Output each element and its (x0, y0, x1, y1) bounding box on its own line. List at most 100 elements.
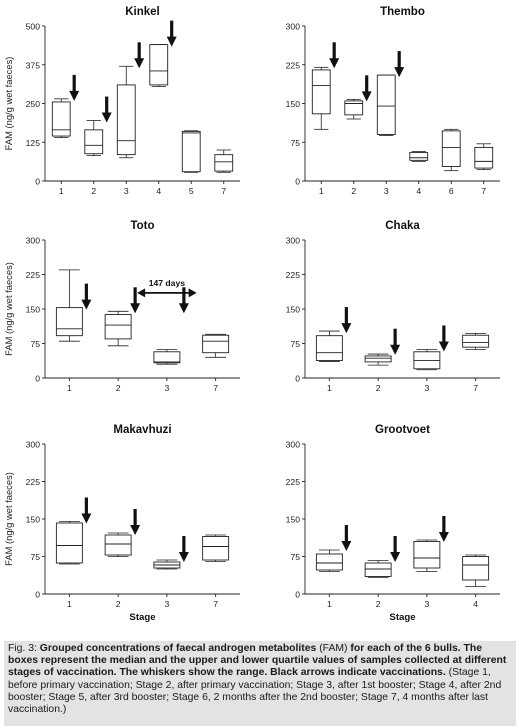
vaccination-arrow (390, 328, 401, 355)
chart-panel: Makavhuzi 0 75 150 225 300 FAM (ng/g wet faece… (3, 424, 240, 623)
interval-label: 147 days (149, 278, 186, 288)
y-tick-label: 0 (295, 177, 300, 187)
box-iqr (104, 314, 132, 340)
chart-title: Toto (130, 220, 154, 232)
x-tick-label: 5 (189, 186, 194, 196)
arrow-head (81, 513, 92, 524)
y-tick-label: 75 (290, 138, 300, 148)
y-tick-label: 150 (286, 515, 301, 525)
box-plot (153, 349, 181, 365)
box-iqr (315, 335, 343, 361)
x-tick-label: 7 (213, 383, 218, 393)
x-tick-label: 7 (213, 599, 218, 609)
box-iqr (84, 129, 104, 155)
y-tick-label: 75 (30, 339, 40, 349)
arrow-head (69, 90, 80, 101)
caption-abbrev: (FAM) (319, 643, 351, 654)
interval-annotation: 147 days (137, 278, 197, 298)
box-plot (474, 143, 494, 171)
box-plot (104, 532, 132, 557)
y-tick-label: 0 (35, 177, 40, 187)
box-plot (315, 549, 343, 572)
arrow-head (390, 552, 401, 562)
vaccination-arrow (390, 536, 401, 562)
x-tick-label: 2 (376, 599, 381, 609)
x-tick-label: 1 (67, 383, 72, 393)
x-tick-label: 2 (116, 383, 121, 393)
y-tick-label: 500 (26, 22, 41, 32)
box-plot (51, 98, 71, 139)
chart-panel: Chaka 0 75 150 225 300 1 2 3 7 (286, 220, 500, 393)
y-tick-label: 0 (35, 374, 40, 384)
box-plot (84, 120, 104, 156)
y-tick-label: 225 (26, 477, 41, 487)
box-plot (55, 521, 83, 565)
box-plot (202, 534, 230, 562)
y-tick-label: 225 (26, 270, 41, 280)
box-iqr (55, 307, 83, 337)
box-iqr (149, 44, 169, 86)
vaccination-arrow (394, 51, 405, 78)
x-tick-label: 1 (327, 383, 332, 393)
y-tick-label: 0 (35, 590, 40, 600)
x-tick-label: 3 (164, 599, 169, 609)
vaccination-arrow (341, 525, 352, 551)
y-tick-label: 0 (295, 374, 300, 384)
arrow-head (438, 341, 449, 352)
y-tick-label: 0 (295, 590, 300, 600)
chart-panel: Grootvoet 0 75 150 225 300 1 2 3 4 Stage (286, 424, 500, 623)
box-iqr (462, 556, 490, 581)
x-tick-label: 4 (473, 599, 478, 609)
box-iqr (364, 355, 392, 363)
y-tick-label: 125 (26, 138, 41, 148)
chart-title: Thembo (380, 6, 425, 18)
x-tick-label: 3 (124, 186, 129, 196)
y-tick-label: 300 (286, 440, 301, 450)
y-axis-label: FAM (ng/g wet faeces) (3, 57, 14, 151)
arrow-head (361, 91, 372, 102)
caption-lead: Fig. 3: (8, 643, 40, 654)
y-tick-label: 225 (286, 270, 301, 280)
box-plot (104, 310, 132, 347)
vaccination-arrow (81, 497, 92, 524)
y-tick-label: 300 (286, 22, 301, 32)
vaccination-arrow (438, 516, 449, 542)
chart-title: Grootvoet (375, 424, 430, 436)
box-plot (116, 65, 136, 159)
box-plot (55, 269, 83, 342)
chart-title: Chaka (385, 220, 420, 232)
chart-title: Makavhuzi (113, 424, 171, 436)
box-plot (441, 128, 461, 172)
x-tick-label: 7 (473, 383, 478, 393)
arrow-head (134, 58, 145, 69)
box-iqr (409, 152, 429, 161)
y-tick-label: 375 (26, 60, 41, 70)
vaccination-arrow (81, 283, 92, 310)
x-tick-label: 6 (449, 186, 454, 196)
vaccination-arrow (134, 42, 145, 69)
x-tick-label: 3 (424, 383, 429, 393)
y-tick-label: 75 (30, 552, 40, 562)
arrow-head (438, 532, 449, 542)
x-tick-label: 4 (416, 186, 421, 196)
box-iqr (413, 541, 441, 569)
x-tick-label: 2 (351, 186, 356, 196)
box-iqr (202, 536, 230, 561)
box-iqr (376, 74, 396, 135)
box-iqr (153, 351, 181, 364)
box-plot (315, 330, 343, 362)
arrow-head (394, 67, 405, 78)
box-plot (153, 559, 181, 570)
x-tick-label: 3 (164, 383, 169, 393)
chart-panel: Toto 0 75 150 225 300 FAM (ng/g wet faeces) 1 2 3… (3, 220, 240, 393)
box-iqr (116, 84, 136, 156)
x-tick-label: 3 (384, 186, 389, 196)
box-iqr (181, 130, 201, 173)
x-tick-label: 2 (116, 599, 121, 609)
vaccination-arrow (130, 287, 141, 314)
box-iqr (344, 100, 364, 116)
arrow-head (130, 525, 141, 535)
y-tick-label: 75 (290, 339, 300, 349)
y-tick-label: 150 (26, 515, 41, 525)
